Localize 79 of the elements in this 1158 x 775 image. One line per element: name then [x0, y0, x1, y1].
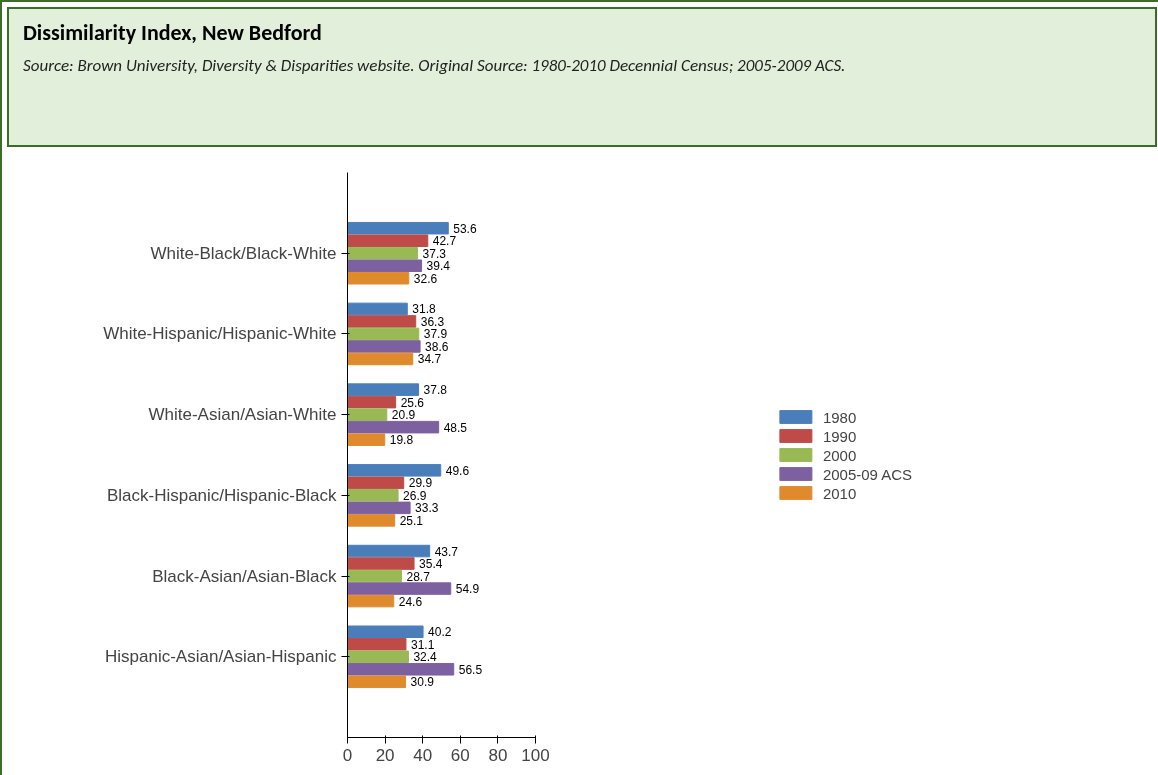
legend-label: 1990 — [822, 427, 857, 444]
chart-subtitle: Source: Brown University, Diversity & Disparities website. Original Source: 1980-2010 Decennial Census; 2005-2009 ACS. — [23, 54, 846, 79]
x-tick-label: 100 — [521, 745, 550, 765]
y-tick-label: Black-Asian/Asian-Black — [152, 566, 337, 586]
bar — [347, 650, 409, 664]
y-tick-label: White-Hispanic/Hispanic-White — [103, 324, 337, 344]
data-label: 26.9 — [403, 488, 427, 503]
data-label: 35.4 — [419, 557, 443, 572]
bar — [347, 625, 424, 639]
data-label: 19.8 — [389, 433, 414, 448]
data-label: 53.6 — [453, 221, 477, 236]
bar — [347, 433, 386, 446]
data-label: 32.6 — [413, 271, 438, 286]
bar — [347, 544, 431, 558]
bar — [347, 340, 421, 353]
data-label: 32.4 — [413, 650, 438, 665]
data-label: 42.7 — [432, 234, 457, 249]
bar — [347, 476, 405, 490]
x-tick-label: 20 — [375, 745, 395, 765]
bar — [347, 514, 396, 527]
data-label: 54.9 — [455, 582, 480, 597]
bar — [347, 489, 399, 502]
bar — [347, 464, 442, 477]
data-label: 30.9 — [410, 675, 435, 690]
bar — [347, 352, 414, 366]
data-label: 29.9 — [408, 476, 433, 491]
legend-label: 2000 — [822, 446, 857, 463]
data-label: 31.1 — [410, 637, 435, 652]
bar — [347, 315, 417, 328]
data-label: 37.8 — [423, 383, 448, 398]
x-tick-label: 60 — [450, 745, 470, 765]
data-label: 56.5 — [458, 662, 483, 677]
bar — [347, 594, 395, 608]
data-label: 36.3 — [420, 314, 445, 329]
x-tick-label: 0 — [342, 745, 353, 765]
bar — [347, 675, 407, 689]
data-label: 38.6 — [425, 339, 449, 354]
y-tick-label: White-Asian/Asian-White — [148, 405, 337, 425]
data-label: 34.7 — [417, 352, 442, 367]
data-label: 20.9 — [391, 408, 416, 423]
bar — [347, 259, 423, 272]
bar — [347, 582, 452, 595]
data-label: 28.7 — [406, 569, 431, 584]
bar — [347, 383, 420, 396]
legend-label: 2010 — [822, 484, 857, 501]
bar — [347, 327, 420, 341]
x-tick-label: 40 — [413, 745, 433, 765]
bar — [347, 569, 402, 583]
data-label: 49.6 — [445, 463, 470, 478]
data-label: 48.5 — [443, 420, 468, 435]
y-tick-label: Hispanic-Asian/Asian-Hispanic — [105, 647, 337, 667]
data-label: 25.1 — [399, 513, 424, 528]
data-label: 37.3 — [422, 246, 447, 261]
bar — [347, 408, 388, 421]
bar — [347, 638, 407, 651]
y-tick-label: Black-Hispanic/Hispanic-Black — [106, 485, 337, 505]
bar — [347, 501, 411, 515]
data-label: 25.6 — [400, 395, 425, 410]
bar — [347, 557, 415, 570]
bar — [347, 234, 429, 247]
bar — [347, 420, 440, 434]
bar — [347, 271, 410, 285]
data-label: 33.3 — [415, 501, 439, 516]
bar — [347, 663, 455, 676]
chart-title: Dissimilarity Index, New Bedford — [23, 18, 323, 48]
bar — [347, 246, 419, 260]
legend-label: 2005-09 ACS — [822, 465, 913, 482]
data-label: 24.6 — [398, 594, 423, 609]
y-tick-label: White-Black/Black-White — [150, 243, 337, 263]
data-label: 31.8 — [412, 302, 436, 317]
data-label: 39.4 — [426, 259, 451, 274]
bar — [347, 221, 449, 235]
data-label: 40.2 — [428, 625, 452, 640]
bar — [347, 395, 397, 409]
bar — [347, 302, 408, 316]
data-label: 37.9 — [423, 327, 448, 342]
data-label: 43.7 — [434, 544, 459, 559]
x-tick-label: 80 — [488, 745, 508, 765]
legend-label: 1980 — [822, 408, 857, 425]
